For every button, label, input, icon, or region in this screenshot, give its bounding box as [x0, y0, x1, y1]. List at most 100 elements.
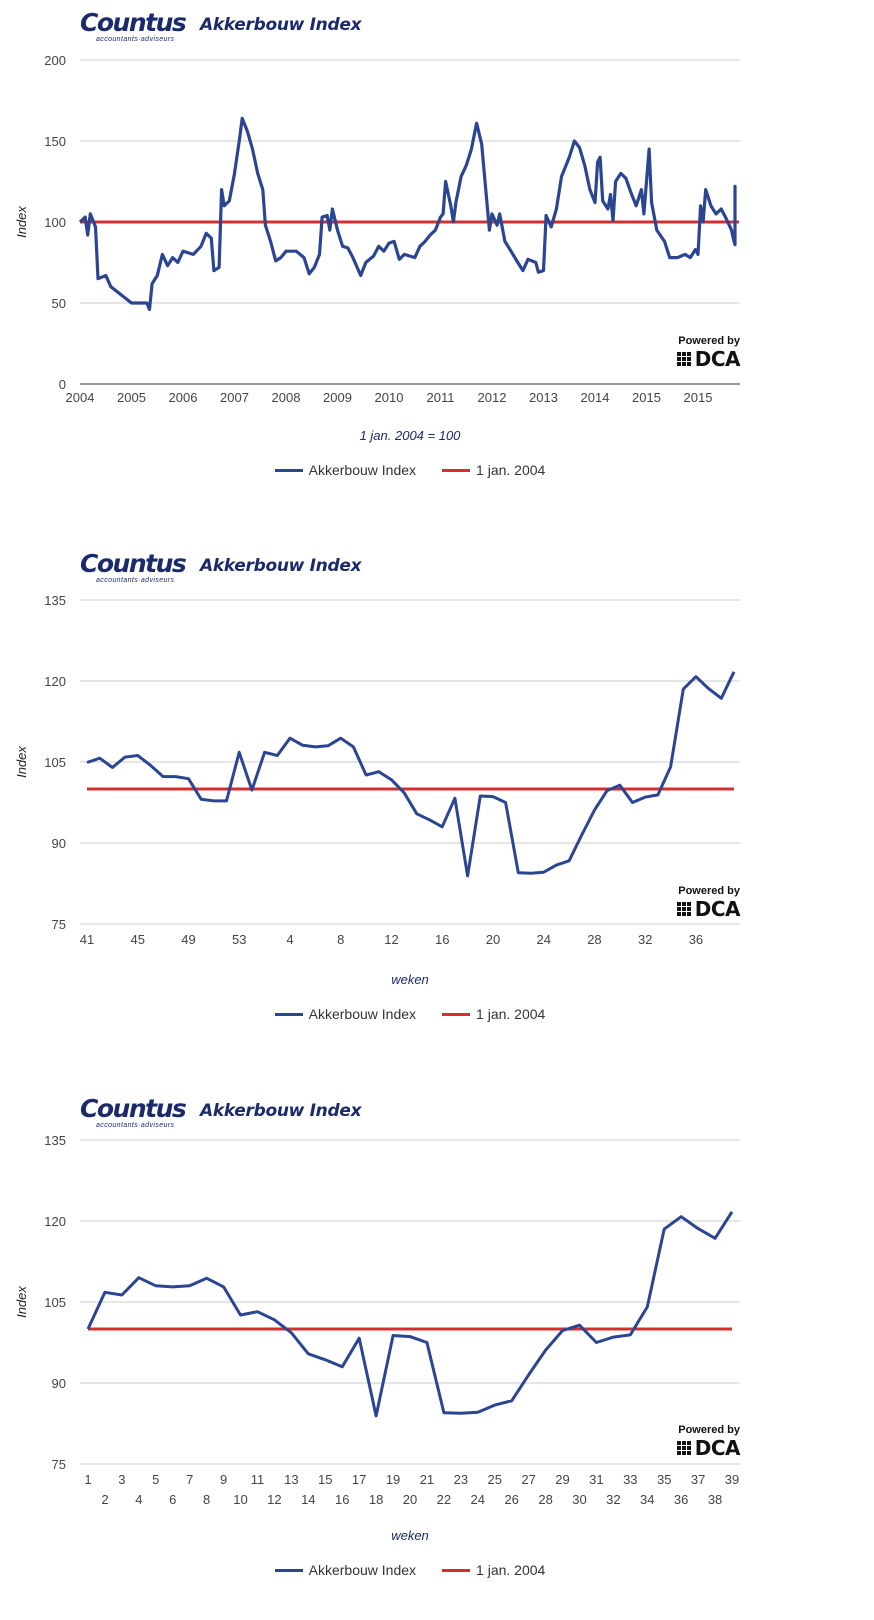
- dca-wordmark: DCA: [694, 347, 741, 371]
- y-tick-label: 75: [52, 917, 66, 932]
- logo-tagline: accountants·adviseurs: [96, 36, 175, 43]
- x-tick-label: 2007: [220, 390, 249, 405]
- chart-title: Akkerbouw Index: [200, 15, 362, 35]
- x-tick-label: 36: [674, 1492, 688, 1507]
- x-tick-label: 2009: [323, 390, 352, 405]
- x-tick-label: 5: [152, 1472, 159, 1487]
- y-tick-label: 135: [44, 1133, 66, 1148]
- x-tick-label: 11: [251, 1472, 265, 1487]
- legend-label: Akkerbouw Index: [308, 1562, 417, 1578]
- legend-swatch: [274, 468, 303, 472]
- chart-header: Countus accountants·adviseurs Akkerbouw In…: [80, 549, 362, 587]
- powered-by-label: Powered by: [678, 885, 740, 897]
- x-tick-label: 35: [657, 1472, 671, 1487]
- legend-item-akkerbouw-index[interactable]: Akkerbouw Index: [274, 462, 417, 478]
- powered-by-label: Powered by: [678, 1424, 740, 1436]
- y-tick-label: 0: [59, 377, 66, 392]
- logo-tagline: accountants·adviseurs: [96, 577, 175, 584]
- x-tick-label: 34: [640, 1492, 654, 1507]
- x-tick-label: 2010: [375, 390, 404, 405]
- chart-header: Countus accountants·adviseurs Akkerbouw In…: [80, 1094, 362, 1132]
- y-tick-label: 50: [52, 296, 66, 311]
- x-tick-label: 24: [536, 932, 550, 947]
- logo-tagline: accountants·adviseurs: [96, 1122, 175, 1129]
- x-tick-label: 10: [233, 1492, 247, 1507]
- countus-logo: Countus accountants·adviseurs: [80, 549, 187, 585]
- x-tick-label: 2015: [632, 390, 661, 405]
- x-tick-label: 4: [135, 1492, 142, 1507]
- series-line-akkerbouw-index: [86, 671, 736, 878]
- x-tick-label: 2011: [427, 390, 455, 405]
- y-tick-label: 100: [44, 215, 66, 230]
- x-tick-label: 6: [169, 1492, 176, 1507]
- x-tick-label: 25: [488, 1472, 502, 1487]
- x-tick-label: 28: [587, 932, 601, 947]
- x-axis-title: 1 jan. 2004 = 100: [360, 428, 462, 443]
- x-axis-title: weken: [391, 1528, 429, 1543]
- y-tick-label: 200: [44, 53, 66, 68]
- x-tick-label: 2008: [272, 390, 301, 405]
- x-tick-label: 19: [386, 1472, 400, 1487]
- line-chart: 75 90 105 120 135 Index 41 45 49 53 4 8 12 16 20 24 28 32…: [14, 593, 740, 987]
- legend-item-reference[interactable]: 1 jan. 2004: [442, 462, 545, 478]
- countus-logo: Countus accountants·adviseurs: [80, 8, 187, 44]
- series-line-akkerbouw-index: [78, 116, 737, 312]
- dca-logo: DCA: [630, 897, 741, 921]
- x-tick-label: 2: [101, 1492, 108, 1507]
- dca-wordmark: DCA: [694, 1436, 741, 1460]
- legend-label: 1 jan. 2004: [476, 462, 546, 478]
- y-tick-label: 90: [52, 836, 66, 851]
- x-tick-label: 2014: [581, 390, 610, 405]
- x-tick-label: 27: [521, 1472, 535, 1487]
- x-tick-label: 2015: [684, 390, 713, 405]
- y-axis-label: Index: [14, 746, 29, 778]
- y-tick-label: 135: [44, 593, 66, 608]
- legend-label: Akkerbouw Index: [308, 462, 417, 478]
- x-tick-label: 2012: [478, 390, 507, 405]
- x-tick-label: 3: [118, 1472, 125, 1487]
- x-tick-label: 38: [708, 1492, 722, 1507]
- x-tick-label: 16: [435, 932, 449, 947]
- x-tick-label: 16: [335, 1492, 349, 1507]
- logo-wordmark: Countus: [80, 549, 187, 578]
- countus-logo: Countus accountants·adviseurs: [80, 1094, 187, 1130]
- legend-item-akkerbouw-index[interactable]: Akkerbouw Index: [274, 1006, 417, 1022]
- x-tick-label: 33: [623, 1472, 637, 1487]
- x-tick-label: 1: [84, 1472, 91, 1487]
- legend-item-reference[interactable]: 1 jan. 2004: [442, 1006, 545, 1022]
- x-tick-label: 15: [318, 1472, 332, 1487]
- chart-panel-history: Countus accountants·adviseurs Akkerbouw In…: [0, 0, 874, 500]
- x-tick-label: 4: [286, 932, 293, 947]
- x-tick-label: 39: [725, 1472, 739, 1487]
- x-tick-label: 18: [369, 1492, 383, 1507]
- legend-swatch: [442, 1568, 471, 1572]
- logo-wordmark: Countus: [80, 1094, 187, 1123]
- chart-header: Countus accountants·adviseurs Akkerbouw In…: [80, 8, 362, 46]
- x-tick-label: 32: [606, 1492, 620, 1507]
- legend-label: Akkerbouw Index: [308, 1006, 417, 1022]
- legend-item-reference[interactable]: 1 jan. 2004: [442, 1562, 545, 1578]
- series-line-akkerbouw-index: [86, 1210, 734, 1418]
- x-tick-label: 28: [538, 1492, 552, 1507]
- x-tick-label: 45: [131, 932, 145, 947]
- x-tick-label: 37: [691, 1472, 705, 1487]
- x-tick-label: 41: [80, 932, 94, 947]
- powered-by-label: Powered by: [678, 335, 740, 347]
- legend-swatch: [442, 1012, 471, 1016]
- dca-wordmark: DCA: [694, 897, 741, 921]
- chart-legend: Akkerbouw Index 1 jan. 2004: [0, 1562, 820, 1578]
- x-tick-label: 26: [504, 1492, 518, 1507]
- x-tick-label: 8: [337, 932, 344, 947]
- legend-label: 1 jan. 2004: [476, 1006, 546, 1022]
- x-tick-label: 13: [284, 1472, 298, 1487]
- chart-legend: Akkerbouw Index 1 jan. 2004: [0, 462, 820, 478]
- x-tick-label: 24: [471, 1492, 485, 1507]
- x-tick-label: 49: [181, 932, 195, 947]
- x-tick-label: 2004: [66, 390, 95, 405]
- legend-item-akkerbouw-index[interactable]: Akkerbouw Index: [274, 1562, 417, 1578]
- x-tick-label: 12: [267, 1492, 281, 1507]
- x-tick-label: 20: [486, 932, 500, 947]
- y-tick-label: 120: [44, 674, 66, 689]
